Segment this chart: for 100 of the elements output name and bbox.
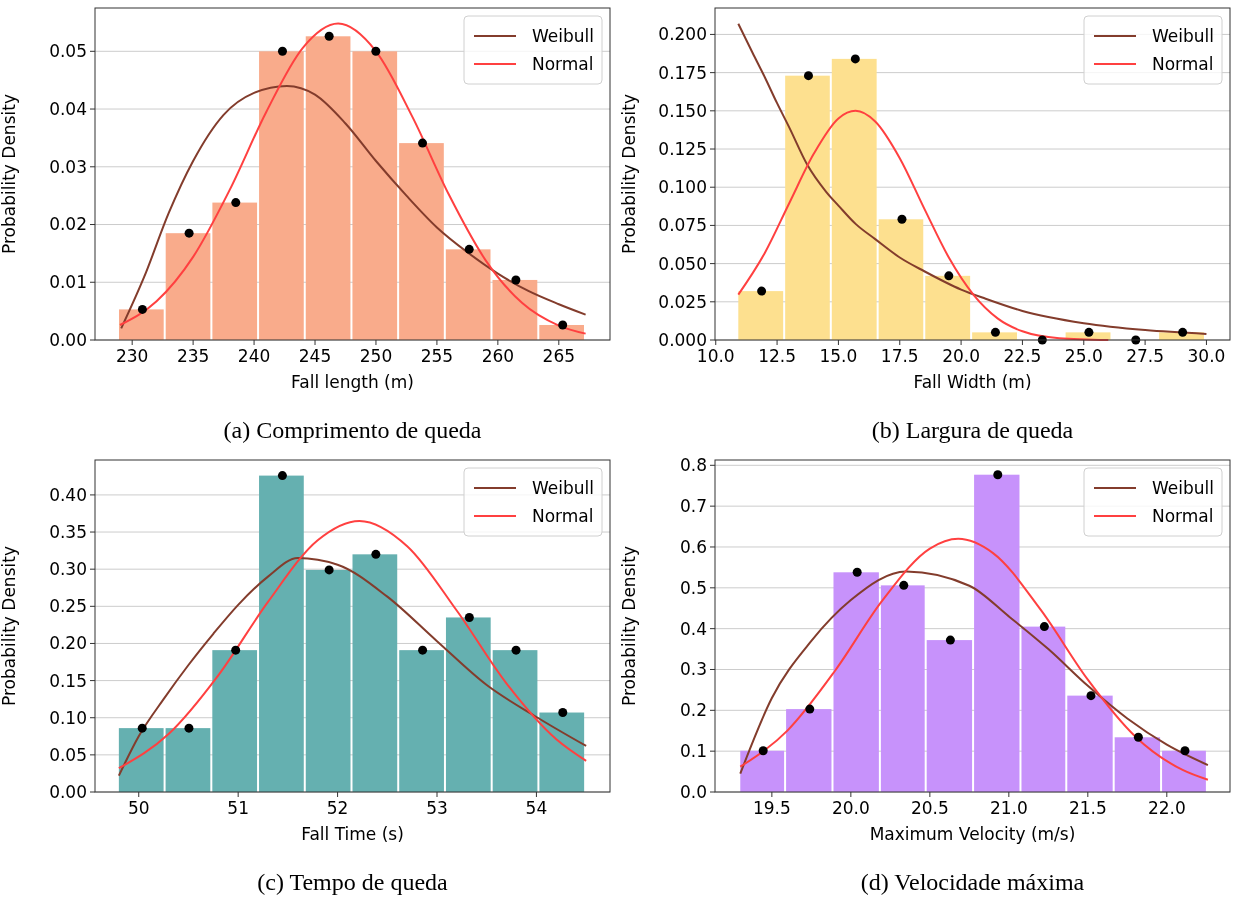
point — [1180, 746, 1190, 756]
point — [1039, 622, 1049, 632]
x-axis-title: Fall length (m) — [291, 372, 414, 392]
x-tick-label: 20.0 — [942, 346, 981, 366]
x-tick-label: 22.5 — [1003, 346, 1042, 366]
point — [231, 198, 241, 208]
point — [464, 244, 474, 254]
y-tick-label: 0.125 — [658, 138, 707, 159]
point — [324, 31, 334, 41]
x-tick-label: 260 — [481, 346, 515, 366]
point — [137, 304, 147, 314]
y-tick-label: 0.05 — [49, 744, 87, 765]
y-axis-title: Probability Density — [619, 94, 639, 254]
point — [805, 704, 815, 714]
y-tick-label: 0.6 — [679, 536, 707, 557]
line-series — [120, 84, 587, 330]
legend-label: Weibull — [1152, 25, 1215, 46]
y-axis-title: Probability Density — [0, 546, 19, 706]
x-tick-label: 245 — [298, 346, 332, 366]
legend-label: Weibull — [1152, 477, 1215, 498]
point — [1086, 691, 1096, 701]
line-series — [739, 537, 1209, 781]
point — [758, 746, 768, 756]
y-tick-label: 0.15 — [49, 670, 87, 691]
point — [990, 327, 1000, 337]
y-tick-label: 0.30 — [49, 559, 87, 580]
legend-label: Normal — [532, 53, 594, 74]
x-tick-label: 19.5 — [752, 798, 791, 818]
point — [324, 565, 334, 575]
x-tick-label: 240 — [237, 346, 271, 366]
point — [944, 271, 954, 281]
y-tick-label: 0.025 — [658, 291, 707, 312]
x-tick-label: 230 — [115, 346, 149, 366]
x-tick-label: 250 — [359, 346, 393, 366]
x-tick-label: 22.0 — [1147, 798, 1186, 818]
y-tick-label: 0.2 — [679, 700, 707, 721]
text: (b) Largura de queda — [871, 417, 1074, 443]
x-tick-label: 30.0 — [1187, 346, 1226, 366]
point — [1178, 327, 1188, 337]
point — [184, 228, 194, 238]
point — [418, 138, 428, 148]
legend-label: Weibull — [532, 25, 595, 46]
point — [850, 54, 860, 64]
x-tick-label: 12.5 — [758, 346, 796, 366]
y-tick-label: 0.03 — [49, 156, 87, 177]
point — [371, 46, 381, 56]
x-axis-title: Fall Width (m) — [913, 372, 1032, 392]
x-tick-label: 52 — [326, 798, 349, 818]
point — [1133, 732, 1143, 742]
point — [137, 723, 147, 733]
y-tick-label: 0.7 — [679, 496, 707, 517]
point — [277, 471, 287, 481]
y-tick-label: 0.02 — [49, 214, 87, 235]
x-tick-label: 265 — [542, 346, 576, 366]
x-tick-label: 50 — [127, 798, 150, 818]
x-tick-label: 27.5 — [1126, 346, 1165, 366]
y-tick-label: 0.100 — [658, 177, 707, 198]
point — [558, 708, 568, 718]
point — [184, 723, 194, 733]
y-tick-label: 0.5 — [679, 577, 707, 598]
point — [231, 645, 241, 655]
y-tick-label: 0.175 — [658, 62, 707, 83]
x-tick-label: 21.0 — [989, 798, 1028, 818]
point — [757, 286, 767, 296]
line-series — [117, 557, 588, 777]
point — [897, 214, 907, 224]
y-tick-label: 0.0 — [679, 781, 707, 802]
point — [464, 612, 474, 622]
point — [558, 320, 568, 330]
legend-label: Normal — [532, 505, 594, 526]
legend-label: Weibull — [532, 477, 595, 498]
y-tick-label: 0.4 — [679, 618, 707, 639]
x-tick-label: 20.0 — [831, 798, 870, 818]
y-tick-label: 0.40 — [49, 484, 87, 505]
y-tick-label: 0.00 — [49, 781, 87, 802]
point — [511, 645, 521, 655]
x-tick-label: 255 — [420, 346, 454, 366]
point — [945, 635, 955, 645]
x-tick-label: 25.0 — [1064, 346, 1103, 366]
y-tick-label: 0.150 — [658, 100, 707, 121]
y-tick-label: 0.05 — [49, 41, 87, 62]
y-tick-label: 0.050 — [658, 253, 707, 274]
y-tick-label: 0.25 — [49, 596, 87, 617]
point — [371, 549, 381, 559]
y-tick-label: 0.01 — [49, 272, 87, 293]
x-tick-label: 53 — [426, 798, 448, 818]
x-tick-label: 51 — [227, 798, 249, 818]
y-tick-label: 0.8 — [679, 455, 707, 476]
x-tick-label: 15.0 — [819, 346, 858, 366]
point — [1084, 327, 1094, 337]
x-tick-label: 21.5 — [1068, 798, 1107, 818]
x-tick-label: 17.5 — [880, 346, 919, 366]
x-tick-label: 235 — [176, 346, 210, 366]
point — [993, 470, 1003, 480]
x-tick-label: 20.5 — [910, 798, 949, 818]
point — [277, 46, 287, 56]
x-axis-title: Fall Time (s) — [301, 824, 404, 844]
point — [852, 567, 862, 577]
y-tick-label: 0.200 — [658, 24, 707, 45]
text: (d) Velocidade máxima — [860, 869, 1085, 895]
